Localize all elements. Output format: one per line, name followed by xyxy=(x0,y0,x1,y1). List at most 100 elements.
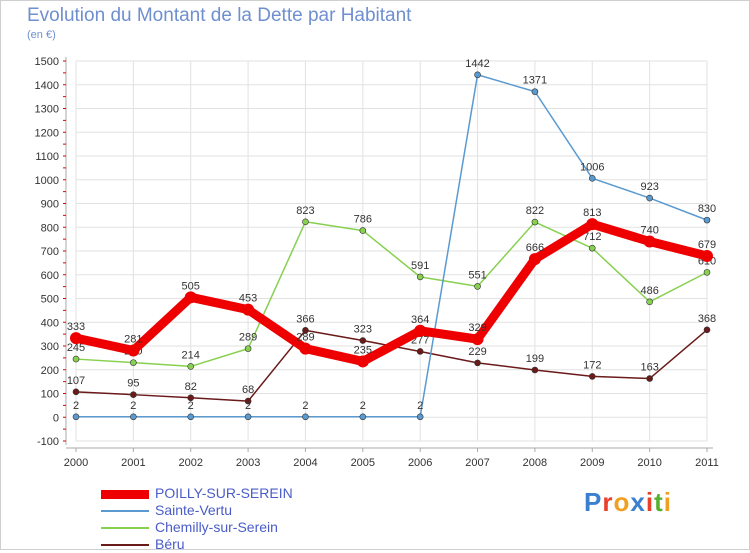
x-tick-label: 2005 xyxy=(351,457,375,469)
y-tick-label: 1400 xyxy=(35,80,59,92)
data-point xyxy=(528,253,541,266)
data-label: 2 xyxy=(302,400,308,412)
data-label: 591 xyxy=(411,260,429,272)
data-label: 2 xyxy=(73,400,79,412)
data-label: 82 xyxy=(185,381,197,393)
data-label: 107 xyxy=(67,375,85,387)
logo-letter: r xyxy=(602,487,614,517)
data-label: 163 xyxy=(640,362,658,374)
legend-item-poilly: POILLY-SUR-SEREIN xyxy=(101,485,293,502)
x-tick-label: 2003 xyxy=(236,457,260,469)
data-point xyxy=(531,88,539,95)
y-tick-label: 1100 xyxy=(35,151,59,163)
data-label: 368 xyxy=(698,313,716,325)
data-point xyxy=(302,327,309,334)
data-point xyxy=(703,326,711,334)
data-label: 505 xyxy=(182,280,200,292)
data-label: 214 xyxy=(182,349,200,361)
data-point xyxy=(416,273,424,281)
x-tick-label: 2002 xyxy=(178,457,202,469)
chart-legend: POILLY-SUR-SEREIN Sainte-Vertu Chemilly-… xyxy=(101,485,293,553)
y-tick-label: 300 xyxy=(41,341,59,353)
data-label: 68 xyxy=(242,384,254,396)
data-point xyxy=(588,244,596,252)
data-point xyxy=(244,397,252,405)
series-line xyxy=(71,219,712,366)
data-point xyxy=(299,342,312,355)
data-label: 830 xyxy=(698,203,716,215)
y-tick-label: 0 xyxy=(53,412,59,424)
y-tick-label: 200 xyxy=(41,365,59,377)
data-label: 323 xyxy=(354,324,372,336)
data-point xyxy=(474,283,481,290)
data-label: 453 xyxy=(239,293,257,305)
x-tick-label: 2000 xyxy=(64,457,88,469)
legend-item-sainte-vertu: Sainte-Vertu xyxy=(101,502,293,519)
proxiti-logo: Proxiti xyxy=(584,487,672,518)
data-point xyxy=(471,333,484,346)
y-tick-label: 1000 xyxy=(35,175,59,187)
x-tick-label: 2006 xyxy=(408,457,432,469)
data-point xyxy=(184,291,197,304)
data-label: 666 xyxy=(526,242,544,254)
data-label: 1442 xyxy=(465,58,489,70)
y-tick-label: 500 xyxy=(41,294,59,306)
data-point xyxy=(244,413,252,421)
data-point xyxy=(130,413,137,421)
data-label: 740 xyxy=(640,225,658,237)
data-label: 2 xyxy=(188,400,194,412)
series-line xyxy=(75,74,708,418)
data-point xyxy=(359,413,367,421)
legend-swatch-chemilly xyxy=(101,527,149,530)
data-point xyxy=(70,332,82,345)
data-label: 1371 xyxy=(523,75,547,87)
y-tick-label: 1300 xyxy=(35,104,59,116)
data-label: 822 xyxy=(526,205,544,217)
y-tick-label: 1200 xyxy=(35,127,59,139)
y-tick-label: 400 xyxy=(41,317,59,329)
legend-swatch-sainte-vertu xyxy=(101,510,149,513)
data-point xyxy=(588,175,596,182)
data-point xyxy=(302,218,309,226)
data-label: 2 xyxy=(417,400,423,412)
data-point xyxy=(72,413,80,421)
data-label: 366 xyxy=(296,313,314,325)
data-point xyxy=(127,344,140,357)
x-tick-label: 2008 xyxy=(523,457,547,469)
data-point xyxy=(701,249,713,262)
data-label: 712 xyxy=(583,231,601,243)
data-label: 333 xyxy=(67,321,85,333)
y-tick-label: 800 xyxy=(41,222,59,234)
x-tick-label: 2001 xyxy=(121,457,145,469)
data-point xyxy=(416,413,424,421)
y-tick-label: -100 xyxy=(37,436,59,448)
data-label: 551 xyxy=(468,269,486,281)
data-label: 199 xyxy=(526,353,544,365)
legend-item-chemilly: Chemilly-sur-Serein xyxy=(101,519,293,536)
data-point xyxy=(187,394,195,402)
y-tick-label: 600 xyxy=(41,270,59,282)
logo-letter: P xyxy=(584,487,603,517)
data-point xyxy=(356,355,369,368)
y-tick-label: 700 xyxy=(41,246,59,258)
data-label: 364 xyxy=(411,314,429,326)
data-label: 329 xyxy=(468,322,486,334)
data-label: 95 xyxy=(127,378,139,390)
data-point xyxy=(72,355,80,363)
data-point xyxy=(302,413,309,421)
chart-title: Evolution du Montant de la Dette par Hab… xyxy=(27,5,412,26)
data-label: 1006 xyxy=(580,161,604,173)
data-point xyxy=(130,391,137,398)
data-point xyxy=(531,218,539,226)
x-tick-label: 2004 xyxy=(293,457,317,469)
legend-label-poilly: POILLY-SUR-SEREIN xyxy=(155,485,293,501)
data-point xyxy=(646,194,653,202)
data-point xyxy=(646,375,653,382)
logo-letter: x xyxy=(630,487,646,517)
data-label: 172 xyxy=(583,359,601,371)
data-point xyxy=(244,345,252,352)
data-label: 235 xyxy=(354,344,372,356)
legend-label-beru: Béru xyxy=(155,536,185,552)
legend-label-chemilly: Chemilly-sur-Serein xyxy=(155,519,278,535)
